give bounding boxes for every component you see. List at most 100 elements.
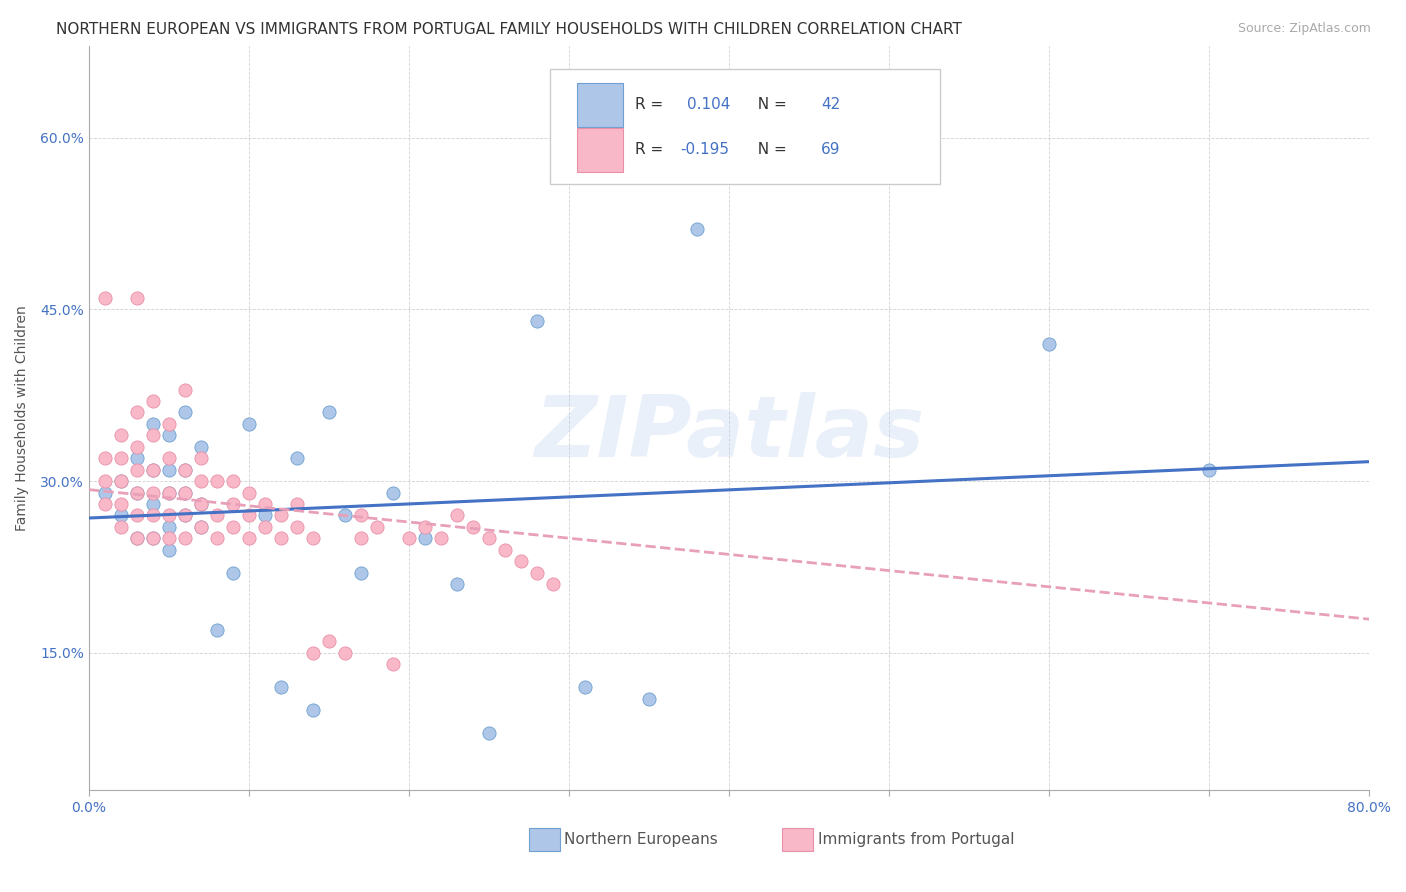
Point bbox=[302, 532, 325, 546]
Point bbox=[430, 532, 453, 546]
Point bbox=[173, 485, 195, 500]
Point bbox=[173, 532, 195, 546]
Point bbox=[125, 485, 148, 500]
Point bbox=[125, 451, 148, 466]
Point bbox=[270, 508, 292, 523]
Point bbox=[190, 520, 212, 534]
Point bbox=[173, 383, 195, 397]
Point bbox=[110, 451, 132, 466]
Point bbox=[142, 532, 165, 546]
Point bbox=[110, 428, 132, 442]
Point bbox=[190, 520, 212, 534]
FancyBboxPatch shape bbox=[576, 128, 623, 172]
Point bbox=[222, 497, 245, 511]
Point bbox=[94, 451, 117, 466]
Text: N =: N = bbox=[748, 143, 792, 157]
Point bbox=[94, 291, 117, 305]
Text: 0.104: 0.104 bbox=[686, 97, 730, 112]
Point bbox=[446, 577, 468, 591]
Text: -0.195: -0.195 bbox=[681, 143, 730, 157]
Point bbox=[478, 532, 501, 546]
Point bbox=[478, 726, 501, 740]
Point bbox=[541, 577, 564, 591]
Point bbox=[285, 451, 308, 466]
Point bbox=[253, 508, 276, 523]
Point bbox=[157, 451, 180, 466]
Point bbox=[157, 520, 180, 534]
Point bbox=[142, 508, 165, 523]
Point bbox=[318, 405, 340, 419]
Point bbox=[350, 508, 373, 523]
Point bbox=[125, 485, 148, 500]
Point bbox=[1038, 336, 1060, 351]
Text: 42: 42 bbox=[821, 97, 841, 112]
Y-axis label: Family Households with Children: Family Households with Children bbox=[15, 305, 30, 531]
Point bbox=[205, 532, 228, 546]
Text: R =: R = bbox=[636, 143, 669, 157]
Point bbox=[302, 646, 325, 660]
Point bbox=[222, 520, 245, 534]
FancyBboxPatch shape bbox=[576, 83, 623, 127]
Point bbox=[461, 520, 484, 534]
Point bbox=[190, 497, 212, 511]
Point bbox=[125, 532, 148, 546]
Point bbox=[413, 520, 436, 534]
Point bbox=[157, 428, 180, 442]
Point bbox=[142, 532, 165, 546]
Text: R =: R = bbox=[636, 97, 669, 112]
Point bbox=[222, 474, 245, 488]
Point bbox=[302, 703, 325, 717]
Point bbox=[253, 520, 276, 534]
Point bbox=[142, 417, 165, 431]
Point bbox=[110, 474, 132, 488]
Point bbox=[173, 463, 195, 477]
Point bbox=[157, 485, 180, 500]
Point bbox=[157, 532, 180, 546]
Point bbox=[190, 440, 212, 454]
Point bbox=[686, 222, 709, 236]
Point bbox=[398, 532, 420, 546]
Point bbox=[270, 680, 292, 694]
Point bbox=[285, 497, 308, 511]
Point bbox=[94, 474, 117, 488]
Point bbox=[173, 508, 195, 523]
Point bbox=[94, 485, 117, 500]
Point bbox=[110, 520, 132, 534]
Text: Source: ZipAtlas.com: Source: ZipAtlas.com bbox=[1237, 22, 1371, 36]
Text: Immigrants from Portugal: Immigrants from Portugal bbox=[817, 831, 1014, 847]
Point bbox=[253, 497, 276, 511]
Point bbox=[446, 508, 468, 523]
Point bbox=[173, 485, 195, 500]
Point bbox=[157, 508, 180, 523]
Point bbox=[110, 497, 132, 511]
Point bbox=[142, 463, 165, 477]
Point bbox=[173, 508, 195, 523]
Point bbox=[350, 566, 373, 580]
Point bbox=[350, 532, 373, 546]
Point bbox=[526, 566, 548, 580]
Point bbox=[142, 428, 165, 442]
Point bbox=[110, 508, 132, 523]
Point bbox=[238, 417, 260, 431]
Point bbox=[205, 508, 228, 523]
Point bbox=[638, 691, 661, 706]
Point bbox=[157, 417, 180, 431]
Point bbox=[190, 497, 212, 511]
Point bbox=[125, 532, 148, 546]
Point bbox=[125, 291, 148, 305]
Point bbox=[125, 463, 148, 477]
Point bbox=[190, 474, 212, 488]
Text: NORTHERN EUROPEAN VS IMMIGRANTS FROM PORTUGAL FAMILY HOUSEHOLDS WITH CHILDREN CO: NORTHERN EUROPEAN VS IMMIGRANTS FROM POR… bbox=[56, 22, 962, 37]
Point bbox=[157, 542, 180, 557]
Point bbox=[381, 657, 404, 672]
Point bbox=[125, 508, 148, 523]
Point bbox=[157, 485, 180, 500]
Point bbox=[110, 474, 132, 488]
Point bbox=[222, 566, 245, 580]
Text: 69: 69 bbox=[821, 143, 841, 157]
Point bbox=[1198, 463, 1220, 477]
Point bbox=[190, 451, 212, 466]
Text: N =: N = bbox=[748, 97, 792, 112]
Point bbox=[285, 520, 308, 534]
Point bbox=[333, 508, 356, 523]
